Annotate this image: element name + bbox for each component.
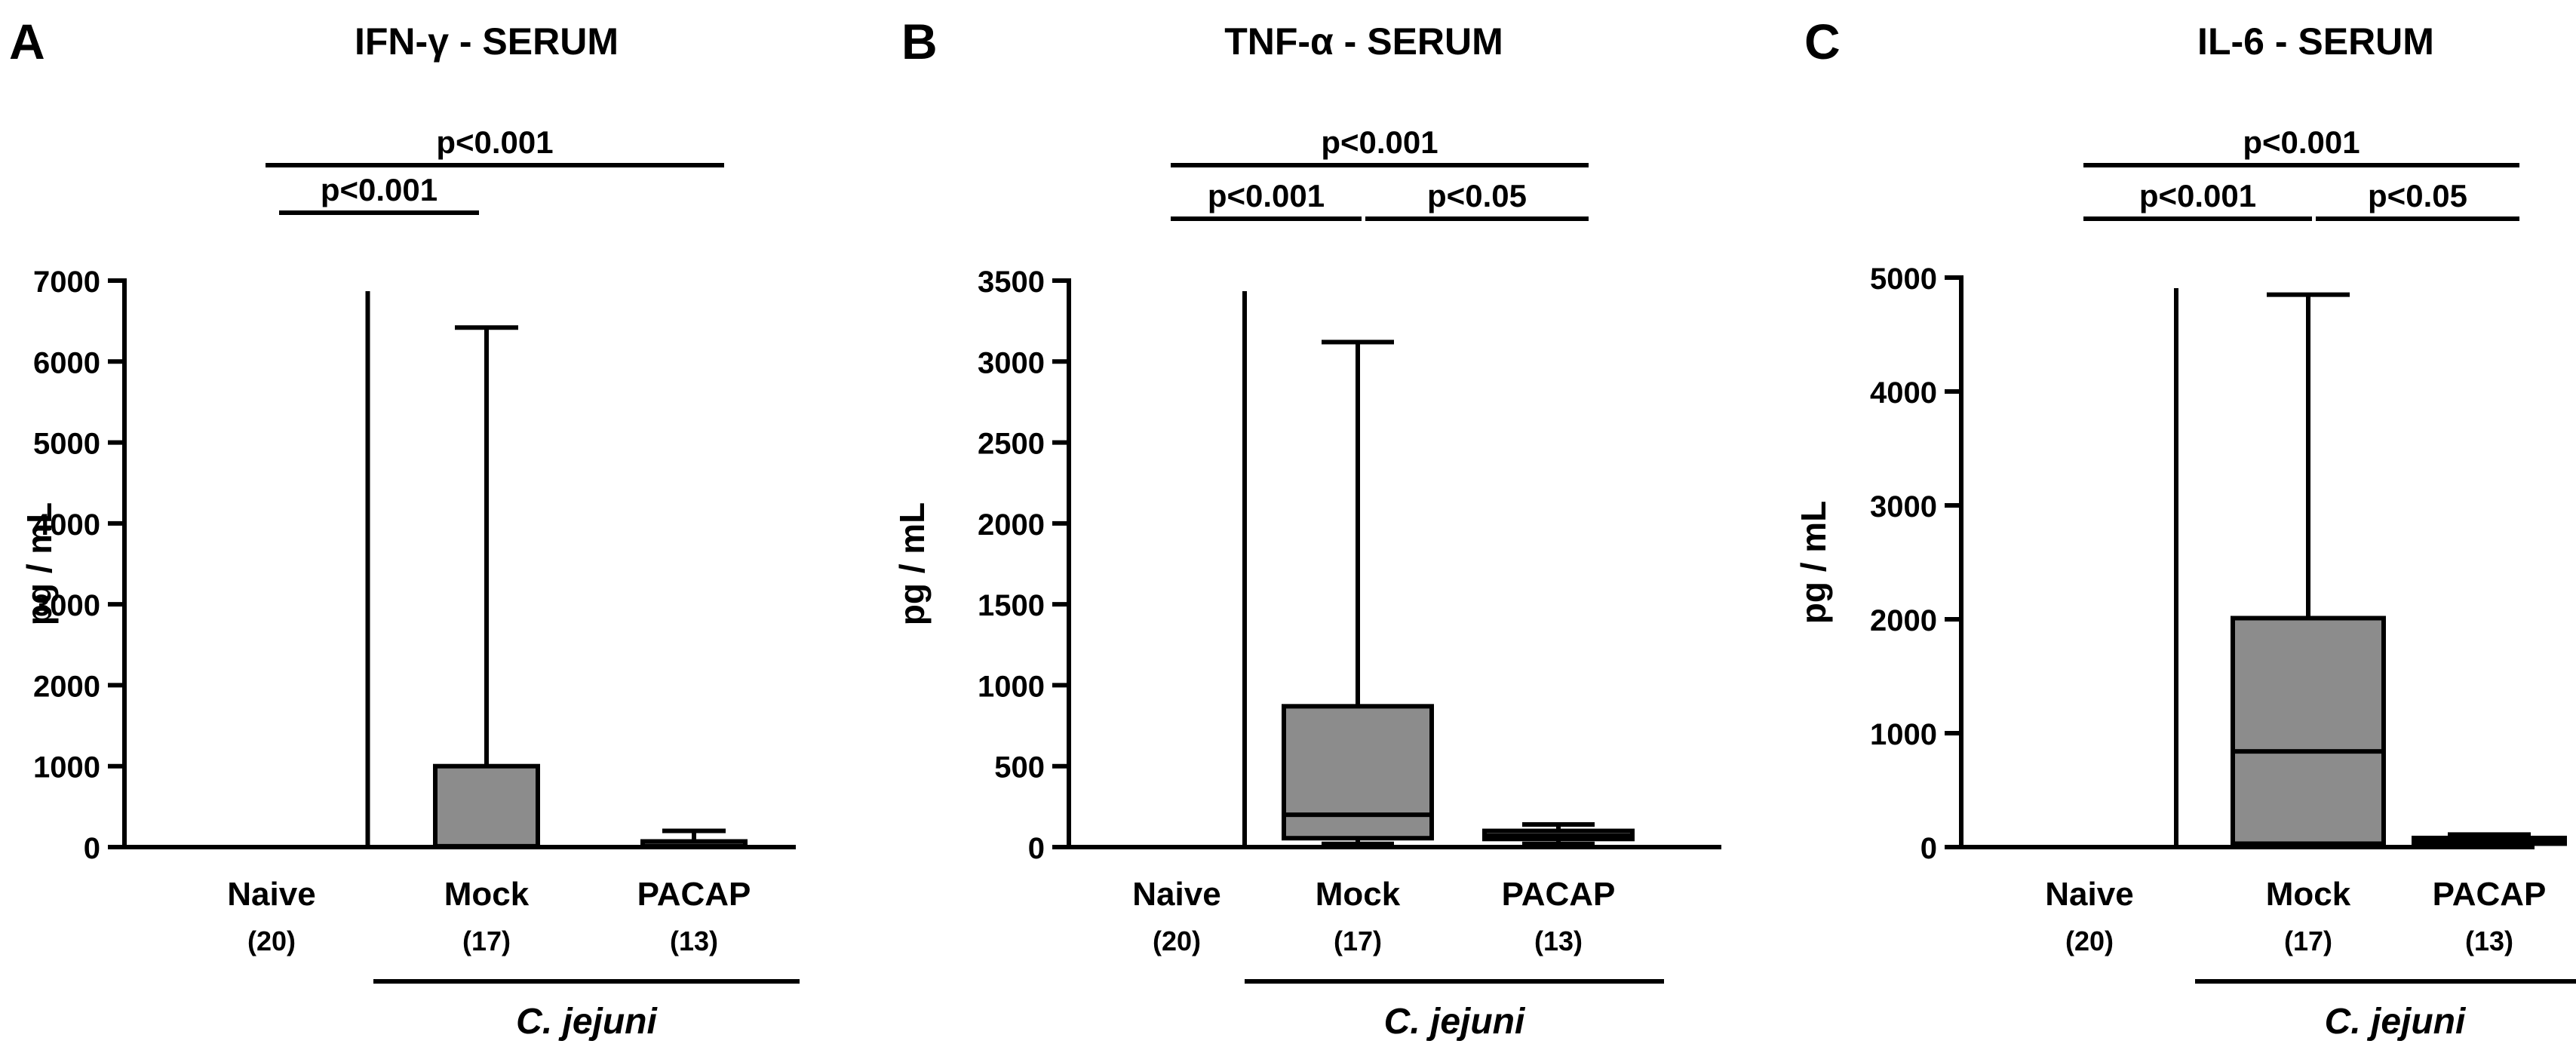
group-label: C. jejuni	[2325, 1002, 2467, 1042]
y-tick-label: 1500	[978, 589, 1045, 622]
significance-label: p<0.05	[1427, 178, 1527, 213]
x-tick-label: PACAP	[2433, 876, 2547, 913]
y-axis-label: pg / mL	[1794, 501, 1833, 625]
group-n: (20)	[247, 926, 296, 956]
significance-label: p<0.001	[2243, 124, 2360, 160]
x-tick-label: Naive	[227, 876, 315, 913]
group-n: (20)	[1153, 926, 1201, 956]
significance-label: p<0.05	[2368, 178, 2467, 213]
group-n: (13)	[1534, 926, 1583, 956]
y-tick-label: 3000	[978, 346, 1045, 379]
significance-label: p<0.001	[436, 124, 553, 160]
box-mock	[433, 763, 540, 850]
y-tick-label: 6000	[33, 346, 100, 379]
group-n: (13)	[2465, 926, 2513, 956]
chart-title: IFN-γ - SERUM	[355, 20, 619, 63]
significance-label: p<0.001	[321, 172, 438, 207]
group-n: (13)	[670, 926, 718, 956]
y-tick-label: 2000	[978, 508, 1045, 542]
y-axis-label: pg / mL	[20, 502, 59, 626]
x-tick-label: Mock	[444, 876, 530, 913]
y-tick-label: 2000	[1870, 604, 1937, 637]
y-axis-label: pg / mL	[892, 502, 932, 626]
y-tick-label: 5000	[1870, 262, 1937, 296]
panel-letter: A	[9, 14, 45, 69]
x-tick-label: Naive	[1132, 876, 1220, 913]
y-tick-label: 1000	[1870, 718, 1937, 751]
x-tick-label: Mock	[2266, 876, 2351, 913]
panel-letter: C	[1804, 14, 1841, 69]
y-tick-label: 1000	[978, 670, 1045, 703]
y-tick-label: 2500	[978, 428, 1045, 461]
y-tick-label: 3500	[978, 266, 1045, 299]
y-tick-label: 5000	[33, 428, 100, 461]
group-n: (17)	[1334, 926, 1382, 956]
box-mock	[1282, 704, 1434, 841]
y-tick-label: 7000	[33, 266, 100, 299]
group-n: (17)	[2284, 926, 2332, 956]
y-tick-label: 0	[84, 832, 100, 865]
group-label: C. jejuni	[1384, 1002, 1526, 1042]
y-tick-label: 1000	[33, 751, 100, 784]
x-tick-label: Naive	[2045, 876, 2133, 913]
y-tick-label: 4000	[33, 508, 100, 542]
significance-label: p<0.001	[1321, 124, 1438, 160]
box-mock	[2231, 616, 2386, 846]
group-n: (20)	[2065, 926, 2114, 956]
y-tick-label: 500	[994, 751, 1045, 784]
x-tick-label: PACAP	[1502, 876, 1616, 913]
y-tick-label: 0	[1920, 832, 1937, 865]
x-tick-label: PACAP	[637, 876, 751, 913]
panel-letter: B	[901, 14, 938, 69]
chart-title: IL-6 - SERUM	[2197, 20, 2434, 63]
y-tick-label: 3000	[33, 589, 100, 622]
significance-label: p<0.001	[2139, 178, 2256, 213]
y-tick-label: 2000	[33, 670, 100, 703]
significance-label: p<0.001	[1208, 178, 1325, 213]
group-n: (17)	[462, 926, 511, 956]
y-tick-label: 0	[1028, 832, 1045, 865]
chart-title: TNF-α - SERUM	[1224, 20, 1503, 63]
x-tick-label: Mock	[1316, 876, 1401, 913]
y-tick-label: 4000	[1870, 376, 1937, 410]
y-tick-label: 3000	[1870, 490, 1937, 523]
group-label: C. jejuni	[516, 1002, 658, 1042]
